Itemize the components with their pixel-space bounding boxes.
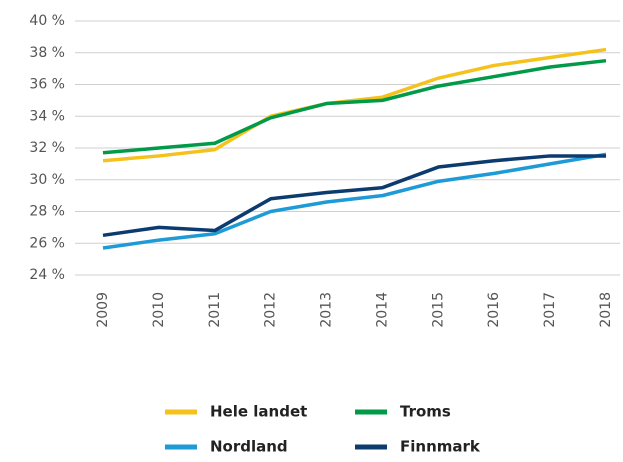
x-tick-label: 2018: [598, 292, 614, 328]
y-tick-label: 28 %: [29, 204, 65, 220]
series-line: [102, 152, 607, 250]
x-tick-label: 2017: [542, 292, 558, 328]
y-tick-label: 32 %: [29, 140, 65, 156]
legend-label: Troms: [400, 403, 451, 421]
legend-label: Nordland: [210, 438, 288, 456]
x-tick-label: 2012: [263, 292, 279, 328]
series-line: [102, 154, 606, 238]
y-tick-label: 36 %: [29, 77, 65, 93]
x-tick-label: 2014: [374, 292, 390, 328]
x-tick-label: 2009: [95, 292, 111, 328]
y-tick-label: 40 %: [29, 13, 65, 29]
x-tick-label: 2015: [430, 292, 446, 328]
legend-label: Hele landet: [210, 403, 307, 421]
y-tick-label: 30 %: [29, 172, 65, 188]
x-tick-label: 2013: [319, 292, 335, 328]
y-tick-label: 24 %: [29, 267, 65, 283]
series-line: [102, 47, 607, 163]
legend-label: Finnmark: [400, 438, 481, 456]
y-tick-label: 26 %: [29, 235, 65, 251]
x-tick-label: 2016: [486, 292, 502, 328]
y-tick-label: 38 %: [29, 45, 65, 61]
x-tick-label: 2010: [151, 292, 167, 328]
x-tick-label: 2011: [207, 292, 223, 328]
series-line: [102, 58, 607, 155]
y-tick-label: 34 %: [29, 108, 65, 124]
